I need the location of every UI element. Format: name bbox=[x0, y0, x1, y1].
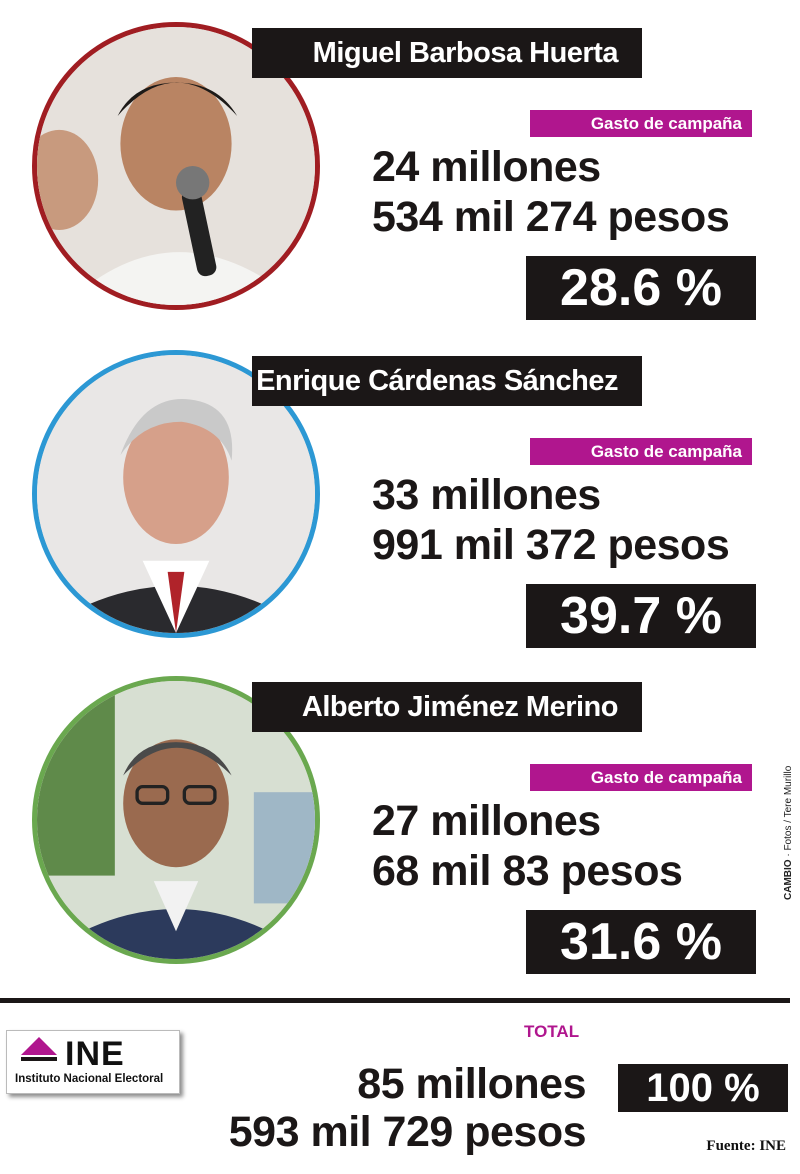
credit-brand: CAMBIO bbox=[783, 859, 794, 900]
candidate-name: Alberto Jiménez Merino bbox=[252, 682, 642, 732]
ine-logo: INE Instituto Nacional Electoral bbox=[6, 1030, 180, 1094]
amount-line-2: 534 mil 274 pesos bbox=[372, 193, 730, 241]
ine-logo-text: INE bbox=[65, 1035, 125, 1073]
candidate-name: Miguel Barbosa Huerta bbox=[252, 28, 642, 78]
gasto-amount: 33 millones 991 mil 372 pesos bbox=[372, 470, 730, 570]
gasto-amount: 27 millones 68 mil 83 pesos bbox=[372, 796, 683, 896]
gasto-amount: 24 millones 534 mil 274 pesos bbox=[372, 142, 730, 242]
total-label: TOTAL bbox=[524, 1022, 580, 1041]
gasto-label: Gasto de campaña bbox=[530, 438, 752, 465]
amount-line-1: 24 millones bbox=[372, 143, 601, 191]
candidate-name: Enrique Cárdenas Sánchez bbox=[252, 356, 642, 406]
amount-line-2: 991 mil 372 pesos bbox=[372, 521, 730, 569]
ine-logo-subtitle: Instituto Nacional Electoral bbox=[15, 1073, 164, 1085]
amount-line-1: 27 millones bbox=[372, 797, 601, 845]
candidate-card-barbosa: Miguel Barbosa Huerta Gasto de campaña 2… bbox=[0, 0, 800, 328]
candidate-card-cardenas: Enrique Cárdenas Sánchez Gasto de campañ… bbox=[0, 328, 800, 656]
amount-line-1: 33 millones bbox=[372, 471, 601, 519]
candidate-card-jimenez: Alberto Jiménez Merino Gasto de campaña … bbox=[0, 654, 800, 982]
section-divider bbox=[0, 998, 790, 1003]
credit-text: · Fotos / Tere Murillo bbox=[783, 765, 794, 860]
gasto-label: Gasto de campaña bbox=[530, 764, 752, 791]
amount-line-2: 68 mil 83 pesos bbox=[372, 847, 683, 895]
source-note: Fuente: INE bbox=[706, 1138, 786, 1154]
percent-badge: 28.6 % bbox=[526, 256, 756, 320]
total-amount-line-2: 593 mil 729 pesos bbox=[228, 1108, 587, 1156]
photo-credit: CAMBIO · Fotos / Tere Murillo bbox=[783, 766, 794, 900]
gasto-label: Gasto de campaña bbox=[530, 110, 752, 137]
percent-badge: 31.6 % bbox=[526, 910, 756, 974]
percent-badge: 39.7 % bbox=[526, 584, 756, 648]
total-amount: 85 millones 593 mil 729 pesos bbox=[228, 1060, 587, 1156]
ine-diamond-icon bbox=[21, 1037, 57, 1061]
total-amount-line-1: 85 millones bbox=[357, 1060, 586, 1108]
total-percent-badge: 100 % bbox=[618, 1064, 788, 1112]
